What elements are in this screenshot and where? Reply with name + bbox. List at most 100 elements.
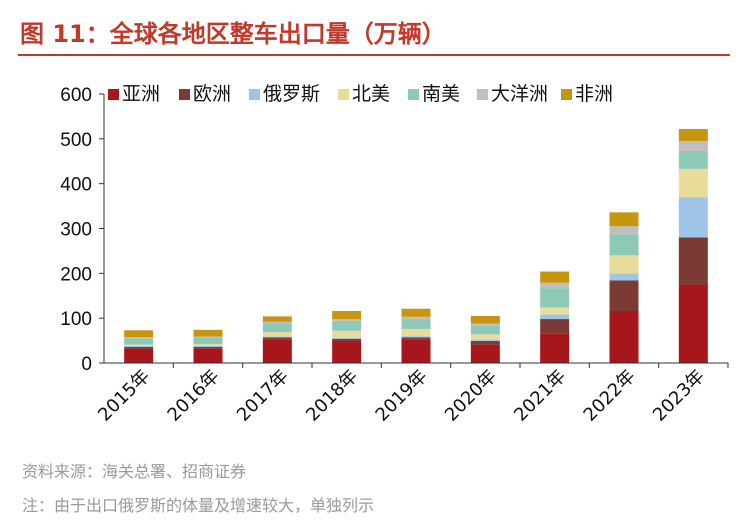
bars <box>124 128 708 363</box>
bar-segment <box>332 320 362 331</box>
source-note: 资料来源：海关总署、招商证券 <box>22 462 247 481</box>
bar-segment <box>540 288 570 308</box>
x-tick-label: 2022年 <box>580 366 640 426</box>
x-axis: 2015年 2016年 2017年 2018年 2019年 2020年 2021年 2022年… <box>94 362 729 426</box>
bar-segment <box>401 316 431 320</box>
bar-segment <box>124 336 154 339</box>
bar-segment <box>332 338 362 341</box>
bar-segment <box>540 333 570 363</box>
footnote: 注：由于出口俄罗斯的体量及增速较大，单独列示 <box>22 496 375 515</box>
bar-segment <box>470 344 500 363</box>
bar-segment <box>470 315 500 324</box>
legend-label: 俄罗斯 <box>263 83 320 105</box>
bar-segment <box>124 348 154 363</box>
x-tick-label: 2016年 <box>164 366 224 426</box>
bar-segment <box>193 348 223 363</box>
bar-segment <box>401 337 431 340</box>
bar-segment <box>609 226 639 235</box>
bar-segment <box>193 346 223 349</box>
bar-segment <box>470 325 500 335</box>
bar-segment <box>262 323 292 333</box>
legend-label: 亚洲 <box>122 83 160 105</box>
chart-title: 图 11：全球各地区整车出口量（万辆） <box>20 20 446 48</box>
legend-label: 南美 <box>422 83 460 105</box>
bar-segment <box>262 316 292 322</box>
bar-segment <box>332 330 362 338</box>
bar-segment <box>401 319 431 329</box>
bar-segment <box>124 345 154 347</box>
bar-segment <box>124 346 154 349</box>
x-tick-label: 2017年 <box>233 366 293 426</box>
x-tick-label: 2020年 <box>441 366 501 426</box>
bar-segment <box>262 337 292 340</box>
y-tick-label: 0 <box>81 354 92 375</box>
bar-segment <box>678 284 708 363</box>
bar-segment <box>609 234 639 256</box>
x-tick-label: 2015年 <box>94 366 154 426</box>
y-tick-label: 300 <box>60 220 92 241</box>
bar-segment <box>609 212 639 227</box>
stacked-bar-chart: 亚洲 欧洲 俄罗斯 北美 南美 大洋洲 非洲 0 100 200 300 400 500 600 201… <box>60 83 729 426</box>
x-tick-label: 2023年 <box>649 366 709 426</box>
bar-segment <box>470 334 500 340</box>
legend-swatch <box>179 89 190 100</box>
legend-swatch <box>108 89 119 100</box>
bar-segment <box>678 128 708 142</box>
legend-swatch <box>561 89 572 100</box>
bar-segment <box>609 255 639 274</box>
bar-segment <box>470 339 500 342</box>
y-axis: 0 100 200 300 400 500 600 <box>60 85 105 375</box>
bar-segment <box>332 340 362 363</box>
y-tick-label: 600 <box>60 85 92 106</box>
legend-label: 欧洲 <box>193 83 231 105</box>
bar-segment <box>540 271 570 283</box>
bar-segment <box>332 310 362 320</box>
bar-segment <box>609 273 639 281</box>
bar-segment <box>609 280 639 311</box>
y-tick-label: 100 <box>60 309 92 330</box>
bar-segment <box>540 319 570 334</box>
bar-segment <box>332 319 362 321</box>
bar-segment <box>540 282 570 289</box>
title-divider <box>18 54 730 56</box>
y-tick-label: 500 <box>60 130 92 151</box>
bar-segment <box>678 141 708 151</box>
y-tick-label: 200 <box>60 264 92 285</box>
bar-segment <box>262 321 292 324</box>
x-tick-label: 2019年 <box>372 366 432 426</box>
bar-segment <box>193 345 223 347</box>
legend-swatch <box>249 89 260 100</box>
bar-segment <box>193 337 223 345</box>
bar-segment <box>678 197 708 238</box>
bar-segment <box>678 237 708 285</box>
bar-segment <box>262 336 292 338</box>
bar-segment <box>470 323 500 326</box>
bar-segment <box>401 336 431 338</box>
bar-segment <box>678 150 708 169</box>
bar-segment <box>540 307 570 315</box>
x-tick-label: 2021年 <box>510 366 570 426</box>
bar-segment <box>124 344 154 346</box>
bar-segment <box>332 337 362 339</box>
bar-segment <box>193 336 223 338</box>
bar-segment <box>609 310 639 363</box>
bar-segment <box>540 314 570 320</box>
bar-segment <box>262 332 292 337</box>
x-tick-label: 2018年 <box>302 366 362 426</box>
bar-segment <box>124 330 154 337</box>
bar-segment <box>262 339 292 363</box>
bar-segment <box>193 329 223 337</box>
bar-segment <box>401 308 431 317</box>
bar-segment <box>401 328 431 337</box>
bar-segment <box>401 339 431 363</box>
legend-label: 大洋洲 <box>491 83 548 105</box>
legend-swatch <box>338 89 349 100</box>
bar-segment <box>678 168 708 198</box>
legend-label: 非洲 <box>575 83 613 105</box>
bar-segment <box>470 341 500 345</box>
bar-segment <box>124 338 154 345</box>
bar-segment <box>193 344 223 346</box>
legend-label: 北美 <box>352 83 390 105</box>
y-tick-label: 400 <box>60 175 92 196</box>
legend-swatch <box>408 89 419 100</box>
